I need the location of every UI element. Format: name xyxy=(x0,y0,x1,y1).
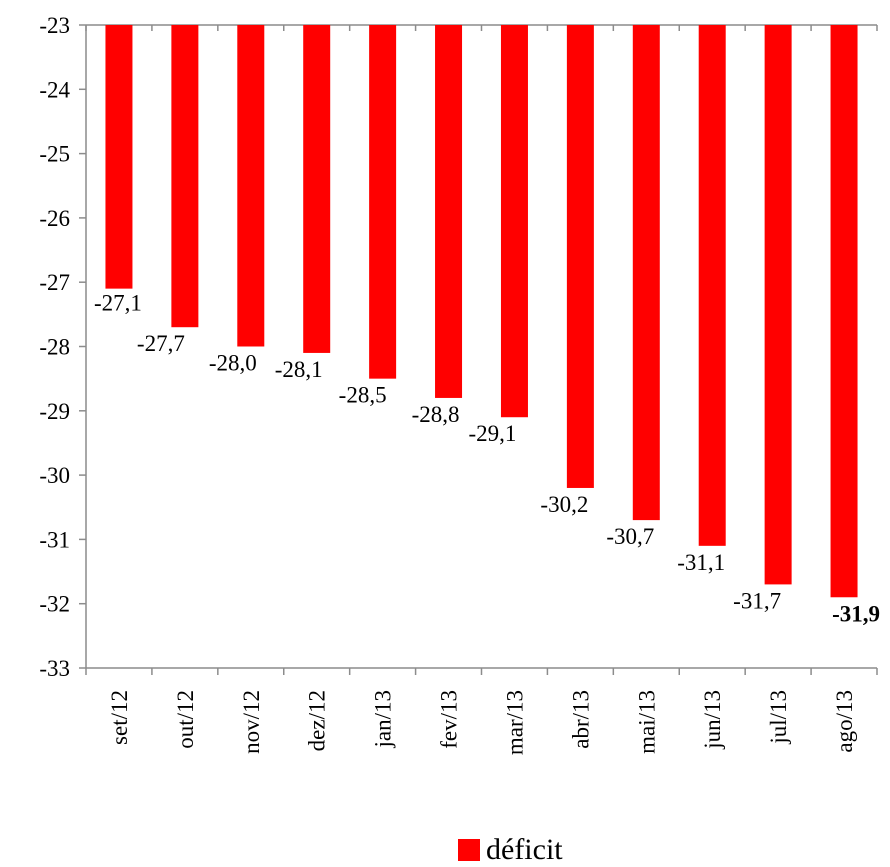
bar-jul-13 xyxy=(764,25,792,585)
y-tick-label: -32 xyxy=(39,592,70,617)
y-tick-label: -33 xyxy=(39,656,70,681)
x-tick-label: dez/12 xyxy=(305,690,330,751)
data-label: -27,1 xyxy=(94,291,142,316)
x-tick-label: jan/13 xyxy=(371,690,396,749)
legend-swatch xyxy=(458,839,480,861)
x-tick-label: fev/13 xyxy=(437,690,462,749)
x-tick-label: ago/13 xyxy=(832,690,857,753)
y-tick-label: -25 xyxy=(39,142,70,167)
bar-ago-13 xyxy=(830,25,858,598)
x-tick-label: mai/13 xyxy=(634,690,659,754)
data-label: -31,1 xyxy=(677,550,725,575)
x-tick-label: mar/13 xyxy=(502,690,527,755)
legend: déficit xyxy=(458,833,563,866)
y-tick-label: -29 xyxy=(39,399,70,424)
data-label: -31,9 xyxy=(832,601,880,626)
bar-mai-13 xyxy=(632,25,660,521)
data-label: -28,5 xyxy=(339,383,387,408)
y-tick-label: -24 xyxy=(39,77,70,102)
data-label: -28,1 xyxy=(275,357,323,382)
bar-set-12 xyxy=(105,25,133,289)
bar-out-12 xyxy=(171,25,199,328)
y-tick-label: -26 xyxy=(39,206,70,231)
data-label: -30,7 xyxy=(606,524,654,549)
bar-jun-13 xyxy=(698,25,726,546)
y-tick-label: -28 xyxy=(39,335,70,360)
data-label: -31,7 xyxy=(733,588,781,613)
x-tick-label: jun/13 xyxy=(700,690,725,750)
y-tick-label: -31 xyxy=(39,527,70,552)
bar-dez-12 xyxy=(303,25,331,353)
x-tick-label: out/12 xyxy=(173,690,198,749)
y-tick-label: -27 xyxy=(39,270,70,295)
bar-jan-13 xyxy=(369,25,397,379)
data-label: -28,8 xyxy=(412,402,460,427)
x-tick-label: nov/12 xyxy=(239,690,264,754)
bar-mar-13 xyxy=(500,25,528,418)
bar-nov-12 xyxy=(237,25,265,347)
data-label: -27,7 xyxy=(137,331,185,356)
x-tick-label: abr/13 xyxy=(568,690,593,749)
y-tick-label: -23 xyxy=(39,13,70,38)
data-label: -29,1 xyxy=(468,421,516,446)
bar-abr-13 xyxy=(566,25,594,488)
bar-fev-13 xyxy=(435,25,463,398)
data-label: -28,0 xyxy=(209,351,257,376)
legend-label: déficit xyxy=(486,833,563,866)
y-tick-label: -30 xyxy=(39,463,70,488)
x-tick-label: jul/13 xyxy=(766,690,791,745)
data-label: -30,2 xyxy=(540,492,588,517)
x-tick-label: set/12 xyxy=(107,690,132,745)
